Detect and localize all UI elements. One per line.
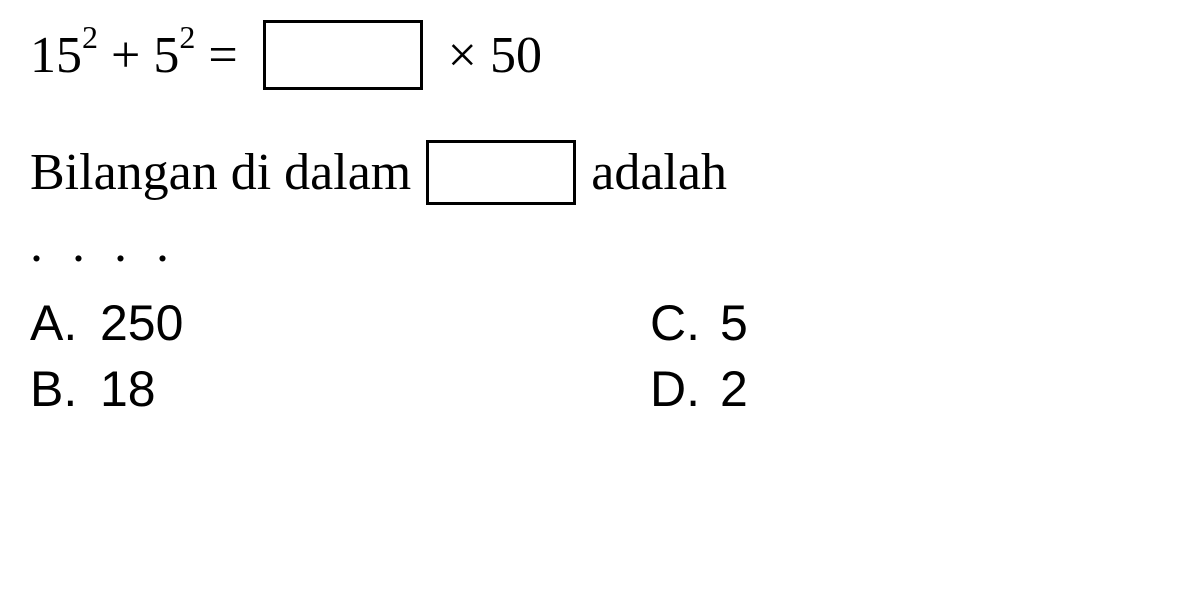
times-sign: × [435,26,490,85]
exponent-2: 2 [179,19,195,56]
answer-box [263,20,423,90]
option-d[interactable]: D. 2 [650,360,748,418]
option-d-letter: D. [650,360,720,418]
option-b-letter: B. [30,360,100,418]
equation-line: 152 + 52 = × 50 [30,20,1156,90]
options-left-column: A. 250 B. 18 [30,294,650,426]
option-d-value: 2 [720,360,748,418]
equals-sign: = [195,26,250,85]
base-1: 15 [30,26,82,85]
options-container: A. 250 B. 18 C. 5 D. 2 [30,294,1156,426]
base-2: 5 [153,26,179,85]
option-c-letter: C. [650,294,720,352]
right-number: 50 [490,26,542,85]
ellipsis-dots: . . . . [30,215,1156,274]
option-c[interactable]: C. 5 [650,294,748,352]
option-a-value: 250 [100,294,183,352]
question-suffix: adalah [591,143,727,202]
option-b-value: 18 [100,360,156,418]
question-line: Bilangan di dalam adalah [30,140,1156,205]
question-box [426,140,576,205]
option-b[interactable]: B. 18 [30,360,650,418]
option-a[interactable]: A. 250 [30,294,650,352]
option-c-value: 5 [720,294,748,352]
exponent-1: 2 [82,19,98,56]
plus-sign: + [98,26,153,85]
option-a-letter: A. [30,294,100,352]
options-right-column: C. 5 D. 2 [650,294,748,426]
question-prefix: Bilangan di dalam [30,143,411,202]
